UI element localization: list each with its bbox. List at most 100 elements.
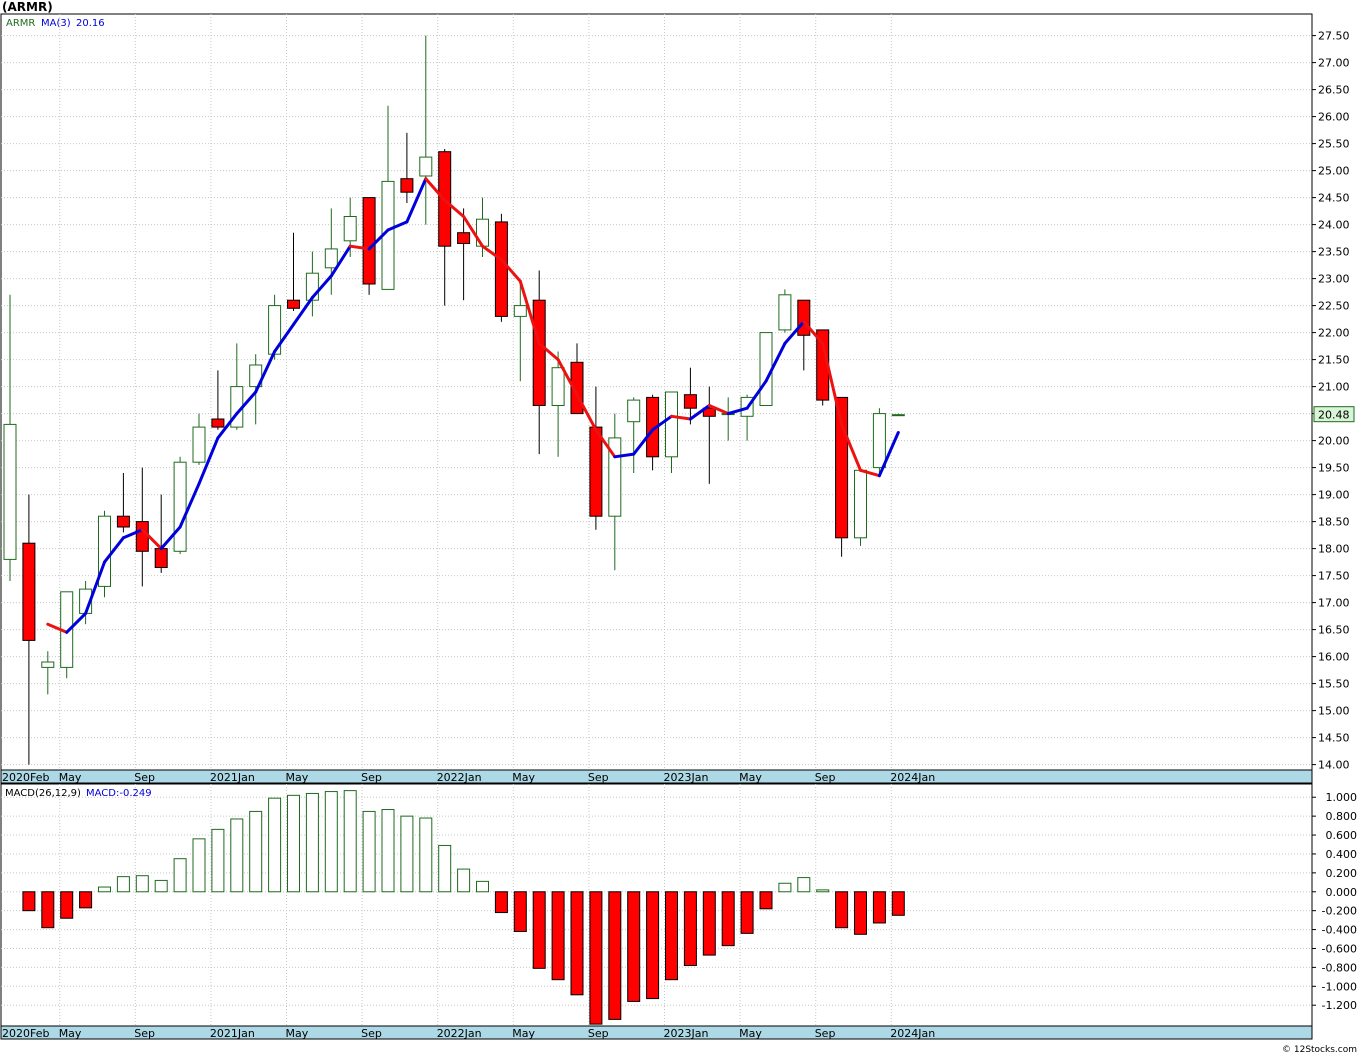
macd-bar (494, 891, 508, 914)
ma3-segment (726, 406, 749, 416)
macd-tick-label: 0.800 (1326, 810, 1358, 823)
macd-bar (891, 891, 905, 916)
candle-body (41, 661, 55, 668)
macd-bar (98, 886, 111, 893)
ma3-segment (462, 215, 484, 248)
x-tick-label: Sep (815, 1027, 836, 1040)
macd-bar (457, 868, 471, 893)
x-tick-label: Sep (134, 1027, 155, 1040)
macd-bar (192, 838, 206, 893)
price-panel (0, 13, 1313, 771)
ma3-segment (632, 428, 655, 456)
x-tick-label: 2022Jan (437, 771, 482, 784)
ma3-segment (575, 393, 598, 432)
ma3-segment (802, 320, 825, 345)
ma3-segment (537, 341, 560, 362)
ma3-segment (84, 560, 106, 615)
macd-bar (362, 810, 376, 893)
macd-tick-label: -0.200 (1322, 905, 1357, 918)
macd-bar (513, 891, 527, 932)
macd-bar (646, 891, 660, 1000)
ma3-segment (764, 341, 787, 383)
macd-tick-label: -0.800 (1322, 961, 1357, 974)
ma3-segment (367, 228, 390, 251)
x-tick-label: Sep (815, 771, 836, 784)
macd-bar (551, 891, 565, 981)
ma3-segment (216, 412, 239, 440)
ma3-segment (121, 528, 144, 540)
candle-body (343, 216, 357, 242)
price-tick-label: 26.00 (1318, 111, 1350, 124)
candle-body (135, 521, 149, 552)
ma3-segment (235, 390, 258, 416)
candle-body (551, 367, 565, 407)
macd-bar (230, 818, 244, 893)
candle-body (891, 414, 905, 417)
candle-body (872, 413, 886, 469)
ma3-segment (481, 244, 503, 262)
ma3-segment (254, 350, 277, 394)
candle-body (665, 391, 678, 458)
price-tick-label: 26.50 (1318, 84, 1350, 97)
macd-bar (570, 891, 584, 996)
last-price-label: 20.48 (1318, 409, 1350, 422)
macd-bar (589, 891, 603, 1025)
price-tick-label: 18.50 (1318, 516, 1350, 529)
price-tick-label: 20.00 (1318, 435, 1350, 448)
macd-bar (287, 794, 300, 893)
ma3-segment (670, 414, 692, 421)
macd-bar (665, 891, 678, 981)
macd-bar (249, 810, 263, 893)
x-tick-label: May (739, 771, 762, 784)
price-tick-label: 17.50 (1318, 570, 1350, 583)
ma3-segment (707, 404, 730, 416)
macd-bar (116, 876, 130, 893)
macd-bar (816, 889, 830, 893)
x-tick-label: 2021Jan (210, 771, 255, 784)
x-tick-label: May (739, 1027, 762, 1040)
candle-body (419, 156, 433, 177)
ma3-segment (103, 536, 125, 564)
ma3-segment (518, 279, 541, 345)
macd-bar (268, 797, 282, 893)
ma3-segment (197, 436, 220, 486)
price-tick-label: 25.00 (1318, 165, 1350, 178)
price-tick-label: 24.50 (1318, 192, 1350, 205)
candle-body (797, 299, 811, 336)
price-tick-label: 21.50 (1318, 354, 1350, 367)
x-tick-label: Sep (134, 771, 155, 784)
legend-symbol: ARMR (6, 18, 35, 29)
macd-bar (343, 790, 357, 893)
macd-bar (759, 891, 773, 910)
ma3-segment (310, 274, 333, 299)
macd-bar (211, 828, 225, 893)
price-tick-label: 17.00 (1318, 597, 1350, 610)
candle-body (287, 299, 300, 309)
macd-bar (740, 891, 754, 934)
price-tick-label: 27.50 (1318, 30, 1350, 43)
ma3-segment (783, 320, 806, 345)
macd-tick-label: 1.000 (1326, 791, 1358, 804)
credit-text: © 12Stocks.com (1282, 1045, 1357, 1055)
x-tick-label: 2023Jan (664, 771, 709, 784)
x-tick-label: May (286, 771, 309, 784)
macd-bar (22, 891, 36, 912)
ma3-segment (140, 528, 163, 551)
legend-ma-label: MA(3) (41, 18, 71, 29)
macd-bar (683, 891, 697, 966)
ma3-segment (348, 244, 371, 251)
macd-bar (854, 891, 867, 935)
candle-body (702, 407, 716, 417)
candle-body (759, 332, 773, 407)
macd-bar (400, 815, 414, 893)
candle-body (627, 399, 641, 423)
price-tick-label: 15.00 (1318, 705, 1350, 718)
macd-date-axis (0, 1025, 1313, 1040)
ma3-segment (46, 622, 69, 634)
candle-body (3, 423, 17, 560)
macd-bar (324, 791, 338, 893)
price-tick-label: 16.00 (1318, 651, 1350, 664)
ma3-segment (178, 482, 201, 529)
price-tick-label: 27.00 (1318, 57, 1350, 70)
